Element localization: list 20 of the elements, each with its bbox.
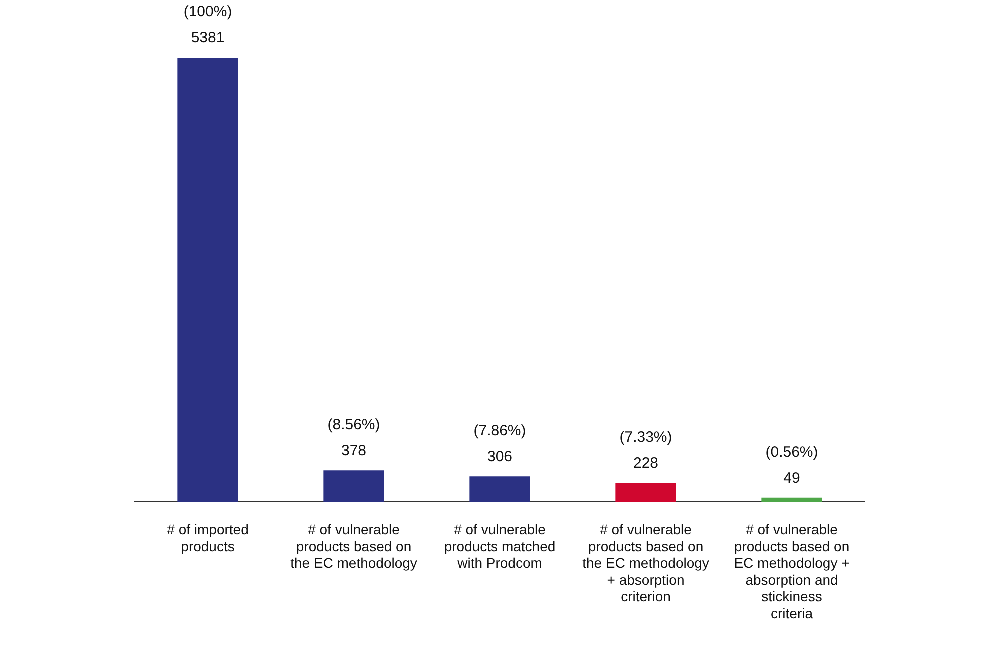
- annotation: (0.56%): [766, 444, 818, 461]
- bar: [616, 483, 676, 502]
- data-label: 378: [341, 442, 367, 460]
- data-label: 5381: [191, 30, 225, 47]
- data-label: 306: [487, 448, 513, 466]
- bar: [470, 476, 530, 502]
- x-tick-label: # of imported products: [167, 521, 249, 554]
- x-tick-label: # of vulnerable products based on the EC methodology + absorption criterion: [582, 521, 710, 605]
- x-tick-label: # of vulnerable products based on the EC methodology: [290, 521, 418, 572]
- annotation: (100%): [184, 4, 232, 21]
- bar: [762, 498, 822, 502]
- bar: [324, 470, 384, 502]
- annotation: (8.56%): [328, 416, 380, 434]
- bar: [178, 58, 238, 502]
- annotation: (7.86%): [474, 422, 526, 440]
- data-label: 49: [784, 470, 800, 487]
- annotation: (7.33%): [620, 429, 672, 446]
- data-label: 228: [633, 455, 659, 472]
- x-tick-label: # of vulnerable products matched with Prodcom: [444, 521, 556, 572]
- x-tick-label: # of vulnerable products based on EC methodology + absorption and stickiness criteria: [734, 521, 850, 622]
